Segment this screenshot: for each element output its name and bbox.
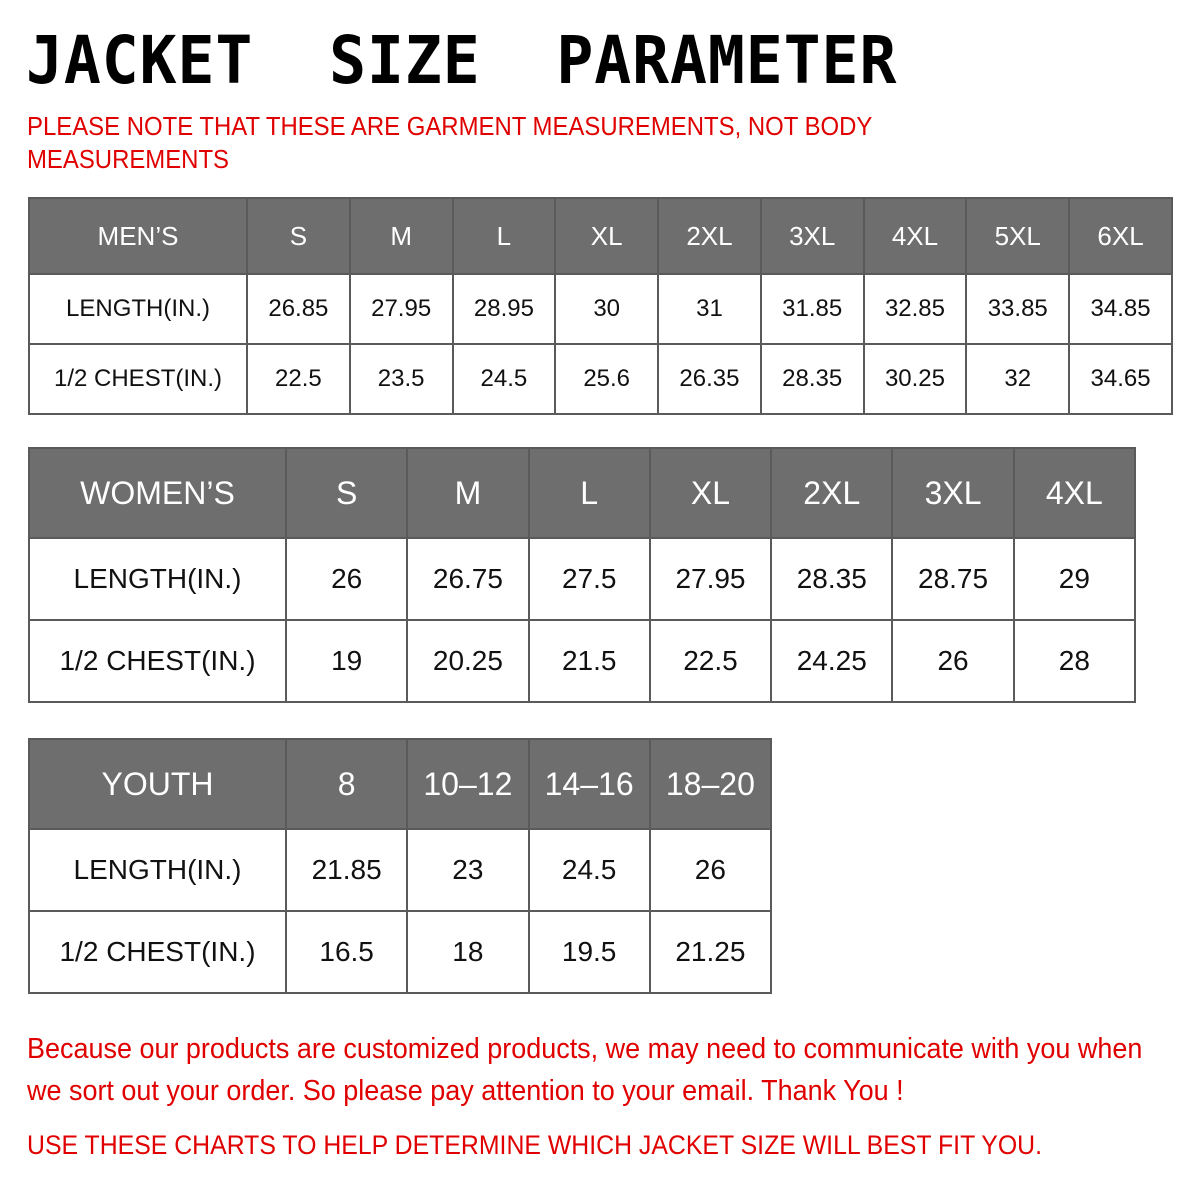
size-header-cell: 2XL: [770, 447, 894, 539]
size-header-cell: 4XL: [862, 197, 968, 275]
measurement-cell: 25.6: [554, 343, 660, 415]
measurement-cell: 28.35: [759, 343, 865, 415]
measurement-cell: 19: [284, 619, 409, 703]
womens-size-table: WOMEN’S S M L XL 2XL 3XL 4XL LENGTH(IN.) 26 26.75 2…: [28, 447, 1137, 703]
size-header-cell: 4XL: [1012, 447, 1137, 539]
header-row: WOMEN’S S M L XL 2XL 3XL 4XL: [28, 447, 1137, 539]
table-row: LENGTH(IN.) 26 26.75 27.5 27.95 28.35 28.75 29: [28, 537, 1137, 621]
measurement-cell: 26: [891, 619, 1015, 703]
measurement-cell: 19.5: [527, 910, 651, 994]
measurement-cell: 22.5: [648, 619, 773, 703]
row-label: 1/2 CHEST(IN.): [28, 619, 287, 703]
measurement-cell: 28.95: [451, 273, 557, 345]
measurement-cell: 34.85: [1068, 273, 1173, 345]
measurement-cell: 26: [284, 537, 409, 621]
header-row: YOUTH 8 10–12 14–16 18–20: [28, 738, 773, 830]
measurement-cell: 27.5: [527, 537, 651, 621]
measurement-cell: 32: [965, 343, 1071, 415]
measurement-cell: 31.85: [759, 273, 865, 345]
table-row: LENGTH(IN.) 21.85 23 24.5 26: [28, 828, 773, 912]
table-row: 1/2 CHEST(IN.) 22.5 23.5 24.5 25.6 26.35 28.35…: [28, 343, 1173, 415]
page-title: JACKET SIZE PARAMETER: [26, 22, 898, 99]
measurement-cell: 28.35: [770, 537, 894, 621]
size-header-cell: 2XL: [657, 197, 762, 275]
row-label: 1/2 CHEST(IN.): [28, 910, 287, 994]
table-category-label: WOMEN’S: [28, 447, 287, 539]
measurement-cell: 34.65: [1068, 343, 1173, 415]
table-row: 1/2 CHEST(IN.) 19 20.25 21.5 22.5 24.25 26 28: [28, 619, 1137, 703]
measurement-cell: 31: [657, 273, 762, 345]
measurement-cell: 26.75: [406, 537, 530, 621]
mens-size-table: MEN’S S M L XL 2XL 3XL 4XL 5XL 6XL LENGTH(IN.) 26.8…: [28, 197, 1173, 415]
table-category-label: YOUTH: [28, 738, 287, 830]
measurement-cell: 18: [406, 910, 530, 994]
measurement-cell: 26: [648, 828, 773, 912]
measurement-cell: 27.95: [648, 537, 773, 621]
size-header-cell: 14–16: [527, 738, 651, 830]
table-row: LENGTH(IN.) 26.85 27.95 28.95 30 31 31.85 32.85…: [28, 273, 1173, 345]
row-label: 1/2 CHEST(IN.): [28, 343, 248, 415]
youth-size-table: YOUTH 8 10–12 14–16 18–20 LENGTH(IN.) 21.85 23 2…: [28, 738, 773, 994]
measurement-cell: 21.25: [648, 910, 773, 994]
measurement-cell: 20.25: [406, 619, 530, 703]
measurement-cell: 28: [1012, 619, 1137, 703]
size-header-cell: 8: [284, 738, 409, 830]
measurement-cell: 23.5: [348, 343, 454, 415]
measurement-cell: 28.75: [891, 537, 1015, 621]
row-label: LENGTH(IN.): [28, 273, 248, 345]
row-label: LENGTH(IN.): [28, 828, 287, 912]
measurement-cell: 24.25: [770, 619, 894, 703]
measurement-cell: 24.5: [527, 828, 651, 912]
measurement-cell: 26.35: [657, 343, 762, 415]
measurement-cell: 24.5: [451, 343, 557, 415]
size-header-cell: S: [246, 197, 351, 275]
size-header-cell: XL: [648, 447, 773, 539]
measurement-cell: 23: [406, 828, 530, 912]
size-header-cell: L: [527, 447, 651, 539]
size-header-cell: M: [406, 447, 530, 539]
measurement-cell: 16.5: [284, 910, 409, 994]
size-header-cell: S: [284, 447, 409, 539]
measurement-cell: 21.5: [527, 619, 651, 703]
measurement-cell: 30.25: [862, 343, 968, 415]
row-label: LENGTH(IN.): [28, 537, 287, 621]
measurement-cell: 21.85: [284, 828, 409, 912]
size-header-cell: M: [348, 197, 454, 275]
size-header-cell: 5XL: [965, 197, 1071, 275]
garment-measurement-note: PLEASE NOTE THAT THESE ARE GARMENT MEASU…: [27, 111, 872, 174]
table-category-label: MEN’S: [28, 197, 248, 275]
measurement-cell: 30: [554, 273, 660, 345]
measurement-cell: 32.85: [862, 273, 968, 345]
table-row: 1/2 CHEST(IN.) 16.5 18 19.5 21.25: [28, 910, 773, 994]
measurement-cell: 33.85: [965, 273, 1071, 345]
size-advice: USE THESE CHARTS TO HELP DETERMINE WHICH…: [27, 1130, 1042, 1160]
customization-message: Because our products are customized prod…: [27, 1033, 1143, 1107]
measurement-cell: 26.85: [246, 273, 351, 345]
size-header-cell: 3XL: [759, 197, 865, 275]
measurement-cell: 22.5: [246, 343, 351, 415]
measurement-cell: 29: [1012, 537, 1137, 621]
header-row: MEN’S S M L XL 2XL 3XL 4XL 5XL 6XL: [28, 197, 1173, 275]
size-header-cell: L: [451, 197, 557, 275]
size-header-cell: 3XL: [891, 447, 1015, 539]
size-header-cell: 10–12: [406, 738, 530, 830]
size-header-cell: 18–20: [648, 738, 773, 830]
size-header-cell: XL: [554, 197, 660, 275]
size-header-cell: 6XL: [1068, 197, 1173, 275]
measurement-cell: 27.95: [348, 273, 454, 345]
